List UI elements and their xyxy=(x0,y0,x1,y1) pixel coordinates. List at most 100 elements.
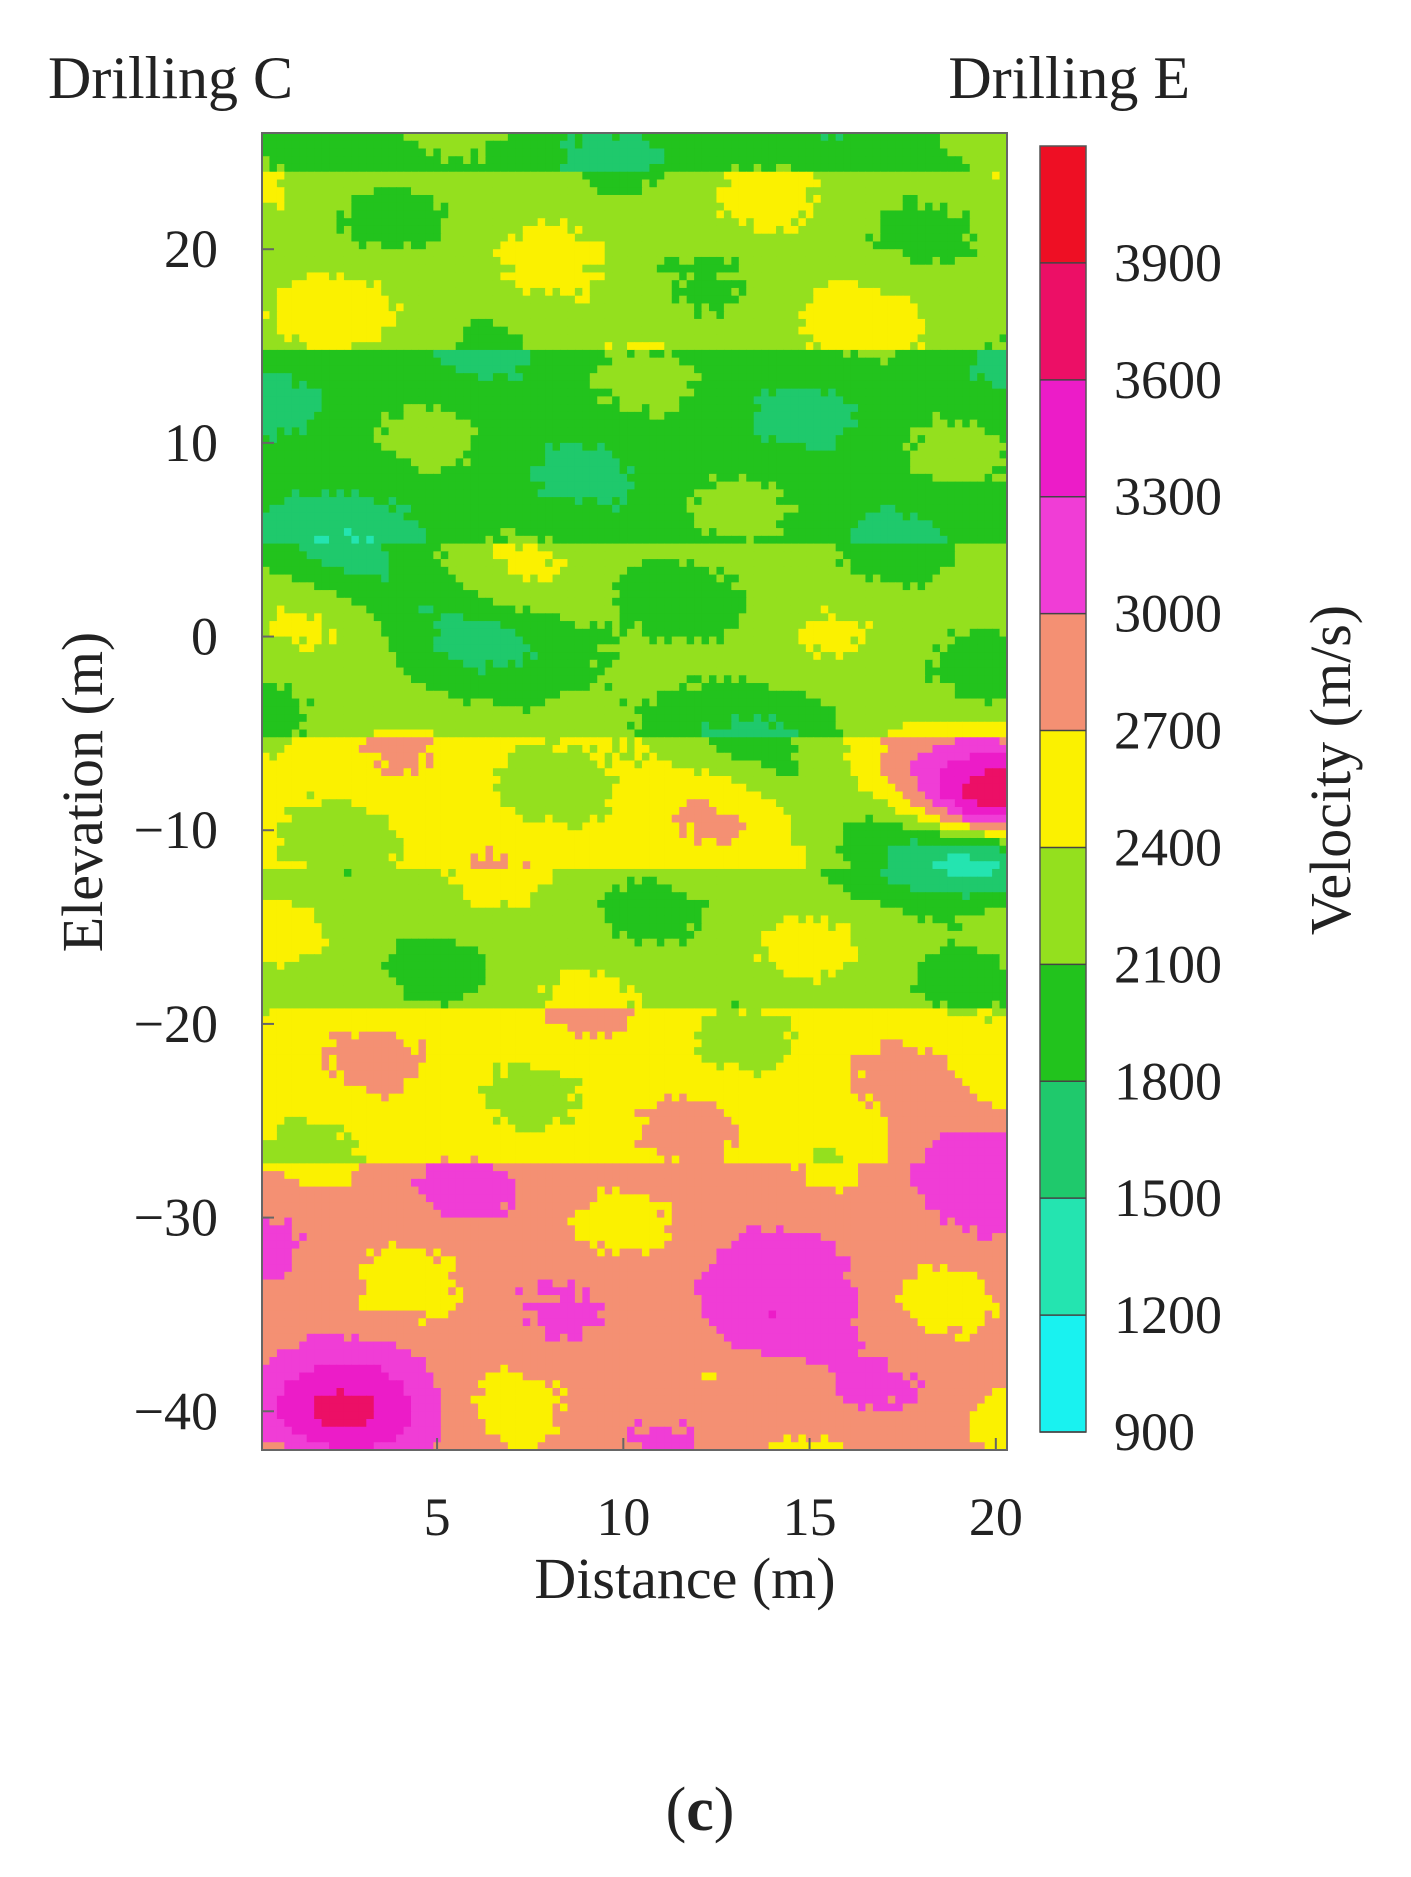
contour-cell xyxy=(321,225,330,235)
contour-cell xyxy=(612,311,621,320)
contour-cell xyxy=(567,349,576,359)
contour-cell xyxy=(627,311,636,320)
contour-cell xyxy=(276,264,285,274)
contour-cell xyxy=(656,241,665,250)
contour-cell xyxy=(776,225,785,235)
contour-cell xyxy=(798,187,807,196)
contour-cell xyxy=(671,481,680,490)
contour-cell xyxy=(939,357,948,367)
contour-cell xyxy=(880,140,889,150)
contour-cell xyxy=(396,295,405,305)
contour-cell xyxy=(701,241,710,250)
contour-cell xyxy=(396,210,405,219)
contour-cell xyxy=(925,210,934,219)
contour-cell xyxy=(589,264,598,274)
contour-cell xyxy=(738,396,747,405)
contour-cell xyxy=(641,373,650,382)
contour-cell xyxy=(418,225,427,235)
contour-cell xyxy=(746,287,755,297)
contour-cell xyxy=(776,466,785,475)
contour-cell xyxy=(373,202,382,212)
contour-cell xyxy=(537,295,546,305)
contour-cell xyxy=(738,427,747,436)
contour-cell xyxy=(321,473,330,483)
contour-cell xyxy=(865,318,874,328)
contour-cell xyxy=(448,442,457,452)
contour-cell xyxy=(299,225,308,235)
contour-cell xyxy=(343,450,352,459)
contour-cell xyxy=(798,396,807,405)
contour-cell xyxy=(641,241,650,250)
contour-cell xyxy=(910,365,919,374)
contour-cell xyxy=(805,411,814,421)
contour-cell xyxy=(582,318,591,328)
contour-cell xyxy=(604,380,613,390)
contour-cell xyxy=(403,450,412,459)
contour-cell xyxy=(530,148,539,157)
contour-cell xyxy=(567,156,576,165)
contour-cell xyxy=(932,163,941,173)
contour-cell xyxy=(388,365,397,374)
contour-cell xyxy=(910,187,919,196)
contour-cell xyxy=(455,404,464,413)
contour-cell xyxy=(753,342,762,351)
contour-cell xyxy=(843,133,852,142)
contour-cell xyxy=(262,342,271,351)
contour-cell xyxy=(530,473,539,483)
contour-cell xyxy=(731,334,740,343)
contour-cell xyxy=(790,419,799,428)
contour-cell xyxy=(798,442,807,452)
contour-cell xyxy=(850,233,859,243)
contour-cell xyxy=(1007,365,1015,373)
contour-cell xyxy=(485,435,494,444)
contour-cell xyxy=(999,373,1007,382)
contour-cell xyxy=(954,357,963,367)
contour-cell xyxy=(358,225,367,235)
contour-cell xyxy=(820,179,829,188)
contour-cell xyxy=(649,396,658,405)
contour-cell xyxy=(567,512,576,521)
contour-cell xyxy=(731,450,740,459)
contour-cell xyxy=(262,311,271,320)
contour-cell xyxy=(589,133,598,142)
contour-cell xyxy=(843,481,852,490)
contour-cell xyxy=(992,225,1001,235)
contour-cell xyxy=(589,427,598,436)
contour-cell xyxy=(321,349,330,359)
contour-cell xyxy=(992,357,1001,367)
contour-cell xyxy=(411,280,420,289)
contour-cell xyxy=(895,179,904,188)
contour-cell xyxy=(634,249,643,258)
contour-cell xyxy=(858,349,867,359)
contour-cell xyxy=(716,171,725,181)
contour-cell xyxy=(694,148,703,157)
contour-cell xyxy=(776,450,785,459)
contour-cell xyxy=(366,334,375,343)
contour-cell xyxy=(627,264,636,274)
contour-cell xyxy=(850,342,859,351)
contour-cell xyxy=(507,148,516,157)
contour-cell xyxy=(835,210,844,219)
contour-cell xyxy=(843,442,852,452)
contour-cell xyxy=(440,435,449,444)
contour-cell xyxy=(284,303,293,312)
contour-cell xyxy=(463,373,472,382)
contour-cell xyxy=(887,156,896,165)
contour-cell xyxy=(977,458,986,467)
contour-cell xyxy=(336,365,345,374)
contour-cell xyxy=(545,373,554,382)
contour-cell xyxy=(798,489,807,498)
contour-cell xyxy=(716,411,725,421)
contour-cell xyxy=(433,489,442,498)
contour-cell xyxy=(433,380,442,390)
contour-cell xyxy=(865,481,874,490)
contour-cell xyxy=(627,380,636,390)
contour-cell xyxy=(448,419,457,428)
contour-cell xyxy=(984,357,993,367)
contour-cell xyxy=(738,504,747,514)
contour-cell xyxy=(358,241,367,250)
contour-cell xyxy=(723,442,732,452)
contour-cell xyxy=(954,427,963,436)
contour-cell xyxy=(582,435,591,444)
contour-cell xyxy=(627,256,636,266)
